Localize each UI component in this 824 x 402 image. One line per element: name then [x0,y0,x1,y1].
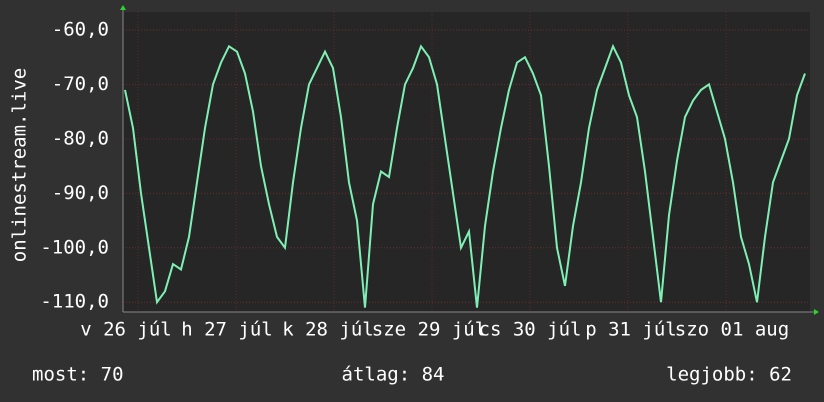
x-tick-label: szo 01 aug [675,319,789,341]
y-tick-label: -80,0 [52,127,109,149]
x-tick-label: p 31 júl [585,319,677,341]
series-line [124,43,806,308]
x-tick-label: cs 30 júl [479,319,582,341]
legend-atlag: átlag: 84 [342,364,445,386]
x-axis-arrow [814,309,819,315]
y-tick-label: -70,0 [52,73,109,95]
y-tick-label: -100,0 [40,236,109,258]
y-tick-label: -60,0 [52,18,109,40]
legend-legjobb: legjobb: 62 [666,364,792,386]
plot-area [123,12,810,312]
y-axis-label: onlinestream.live [9,68,31,262]
legend-most: most: 70 [32,364,124,386]
x-tick-label: h 27 júl [181,319,273,341]
x-tick-label: v 26 júl [80,319,172,341]
y-axis-arrow [120,5,126,10]
x-tick-label: sze 29 júl [372,319,486,341]
y-tick-label: -110,0 [40,291,109,313]
y-tick-label: -90,0 [52,182,109,204]
x-tick-label: k 28 júl [282,319,374,341]
